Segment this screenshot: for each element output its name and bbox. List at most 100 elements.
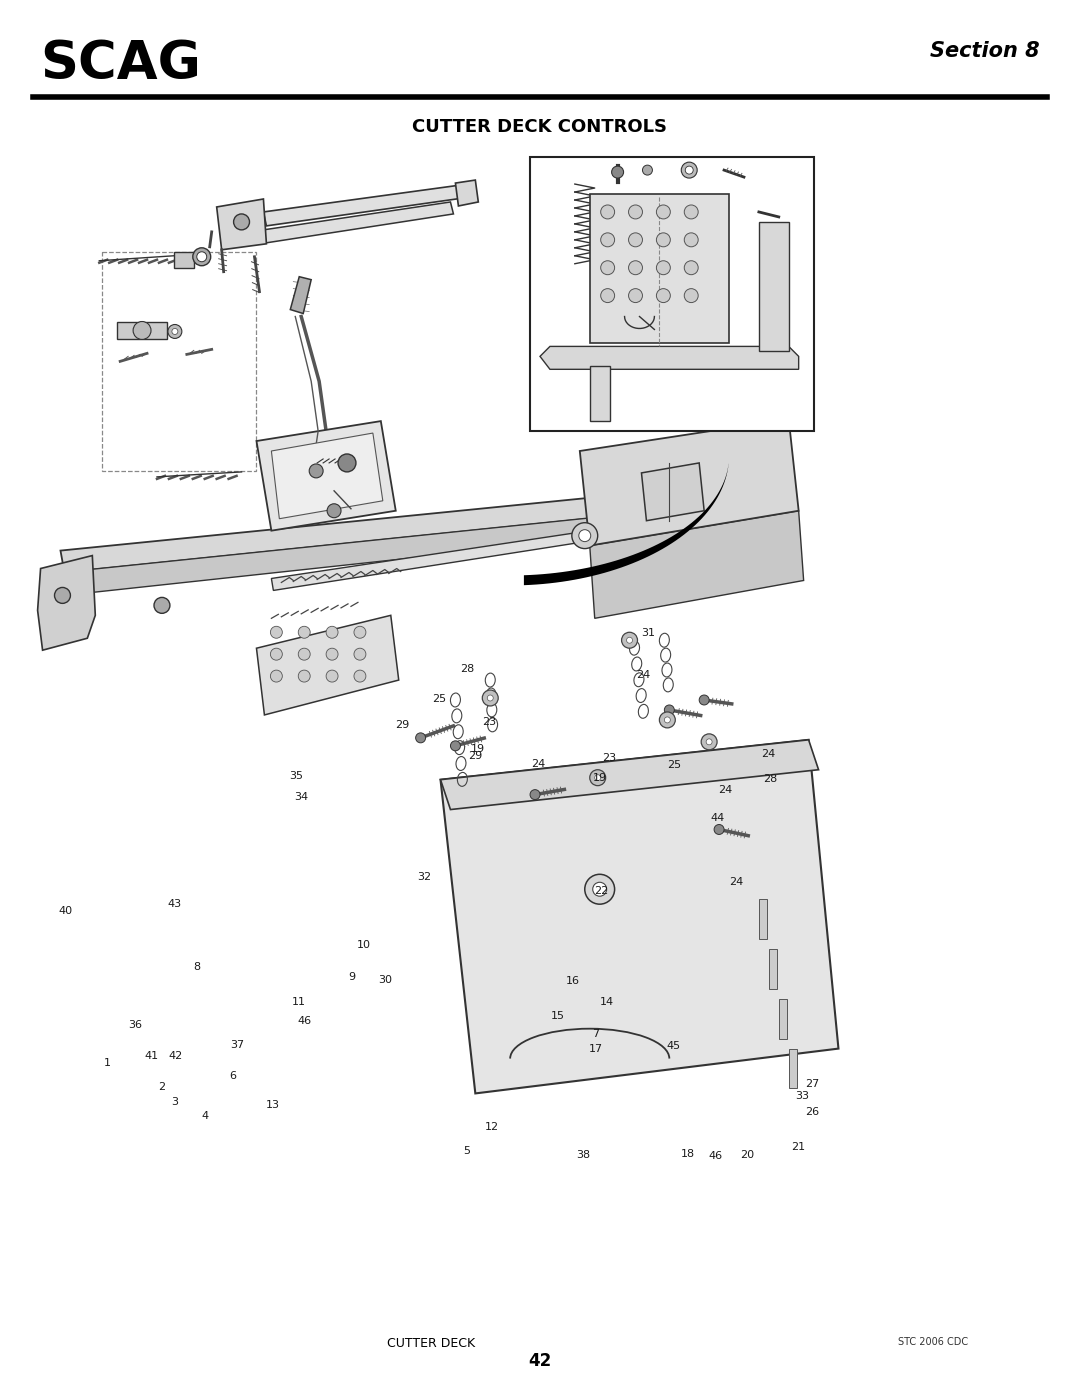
Text: 24: 24 — [729, 877, 744, 887]
Circle shape — [706, 739, 712, 745]
Bar — [788, 1049, 797, 1088]
Circle shape — [664, 705, 674, 715]
Bar — [103, 251, 256, 471]
Text: 29: 29 — [395, 719, 409, 731]
Text: 3: 3 — [172, 1097, 178, 1106]
Text: 15: 15 — [551, 1011, 565, 1021]
Text: 4: 4 — [201, 1111, 208, 1120]
Circle shape — [657, 289, 671, 303]
Circle shape — [298, 648, 310, 661]
Circle shape — [660, 712, 675, 728]
Text: 24: 24 — [760, 749, 775, 759]
Circle shape — [270, 671, 282, 682]
Text: SCAG: SCAG — [41, 38, 202, 89]
Text: 25: 25 — [432, 693, 446, 704]
Text: 20: 20 — [740, 1150, 755, 1160]
Circle shape — [571, 522, 597, 549]
Text: 1: 1 — [104, 1058, 110, 1069]
Text: 19: 19 — [471, 743, 485, 753]
Circle shape — [685, 233, 698, 247]
Text: 45: 45 — [666, 1041, 680, 1052]
Text: 31: 31 — [642, 629, 656, 638]
Text: 16: 16 — [566, 977, 580, 986]
Circle shape — [298, 671, 310, 682]
Polygon shape — [540, 346, 799, 369]
Circle shape — [233, 214, 249, 231]
Text: 13: 13 — [266, 1099, 280, 1109]
Text: 43: 43 — [167, 900, 181, 909]
Circle shape — [595, 775, 600, 781]
Text: 18: 18 — [681, 1148, 696, 1158]
Polygon shape — [256, 615, 399, 715]
Text: 40: 40 — [58, 907, 72, 916]
Text: 32: 32 — [417, 872, 431, 882]
Circle shape — [629, 261, 643, 275]
Circle shape — [685, 289, 698, 303]
Circle shape — [193, 247, 211, 265]
Circle shape — [338, 454, 356, 472]
Circle shape — [354, 648, 366, 661]
Bar — [769, 949, 777, 989]
Bar — [759, 222, 788, 352]
Text: 38: 38 — [576, 1150, 590, 1160]
Polygon shape — [60, 511, 664, 595]
Text: 28: 28 — [762, 774, 777, 784]
Text: 23: 23 — [602, 753, 616, 763]
Circle shape — [354, 671, 366, 682]
Text: Section 8: Section 8 — [930, 41, 1039, 60]
Circle shape — [657, 205, 671, 219]
Circle shape — [584, 875, 615, 904]
Text: 12: 12 — [485, 1122, 499, 1132]
Circle shape — [354, 626, 366, 638]
Text: 2: 2 — [159, 1081, 165, 1091]
Polygon shape — [441, 740, 819, 809]
Text: 34: 34 — [295, 792, 309, 802]
Text: 21: 21 — [791, 1141, 805, 1151]
Polygon shape — [38, 556, 95, 650]
Circle shape — [600, 233, 615, 247]
Circle shape — [530, 789, 540, 799]
Text: 19: 19 — [593, 773, 607, 782]
Text: 5: 5 — [463, 1146, 471, 1155]
Text: 10: 10 — [356, 940, 370, 950]
Text: CUTTER DECK CONTROLS: CUTTER DECK CONTROLS — [413, 119, 667, 137]
Text: 7: 7 — [592, 1028, 599, 1039]
Circle shape — [701, 733, 717, 750]
Circle shape — [483, 690, 498, 705]
Text: 28: 28 — [460, 665, 474, 675]
Circle shape — [309, 464, 323, 478]
Circle shape — [270, 648, 282, 661]
Circle shape — [699, 696, 710, 705]
Circle shape — [450, 740, 460, 750]
Circle shape — [172, 328, 178, 334]
Circle shape — [685, 166, 693, 175]
Circle shape — [590, 770, 606, 785]
Text: 25: 25 — [667, 760, 681, 770]
Bar — [174, 251, 193, 268]
Bar — [759, 900, 767, 939]
Bar — [590, 194, 729, 344]
Text: 42: 42 — [168, 1051, 183, 1062]
Polygon shape — [217, 198, 267, 250]
Circle shape — [600, 205, 615, 219]
Circle shape — [629, 289, 643, 303]
Text: 22: 22 — [594, 886, 608, 895]
Circle shape — [167, 324, 181, 338]
Text: 23: 23 — [483, 717, 497, 728]
Circle shape — [270, 626, 282, 638]
Text: 17: 17 — [589, 1044, 603, 1055]
Circle shape — [154, 598, 170, 613]
Text: CUTTER DECK: CUTTER DECK — [387, 1337, 474, 1351]
Circle shape — [197, 251, 206, 261]
Polygon shape — [590, 511, 804, 619]
Text: 37: 37 — [230, 1039, 244, 1051]
Polygon shape — [642, 462, 704, 521]
Polygon shape — [271, 433, 382, 518]
Circle shape — [714, 824, 724, 834]
Circle shape — [54, 588, 70, 604]
Circle shape — [593, 883, 607, 897]
Circle shape — [657, 233, 671, 247]
Text: 44: 44 — [711, 813, 725, 823]
Polygon shape — [291, 277, 311, 313]
Text: 24: 24 — [636, 669, 650, 680]
